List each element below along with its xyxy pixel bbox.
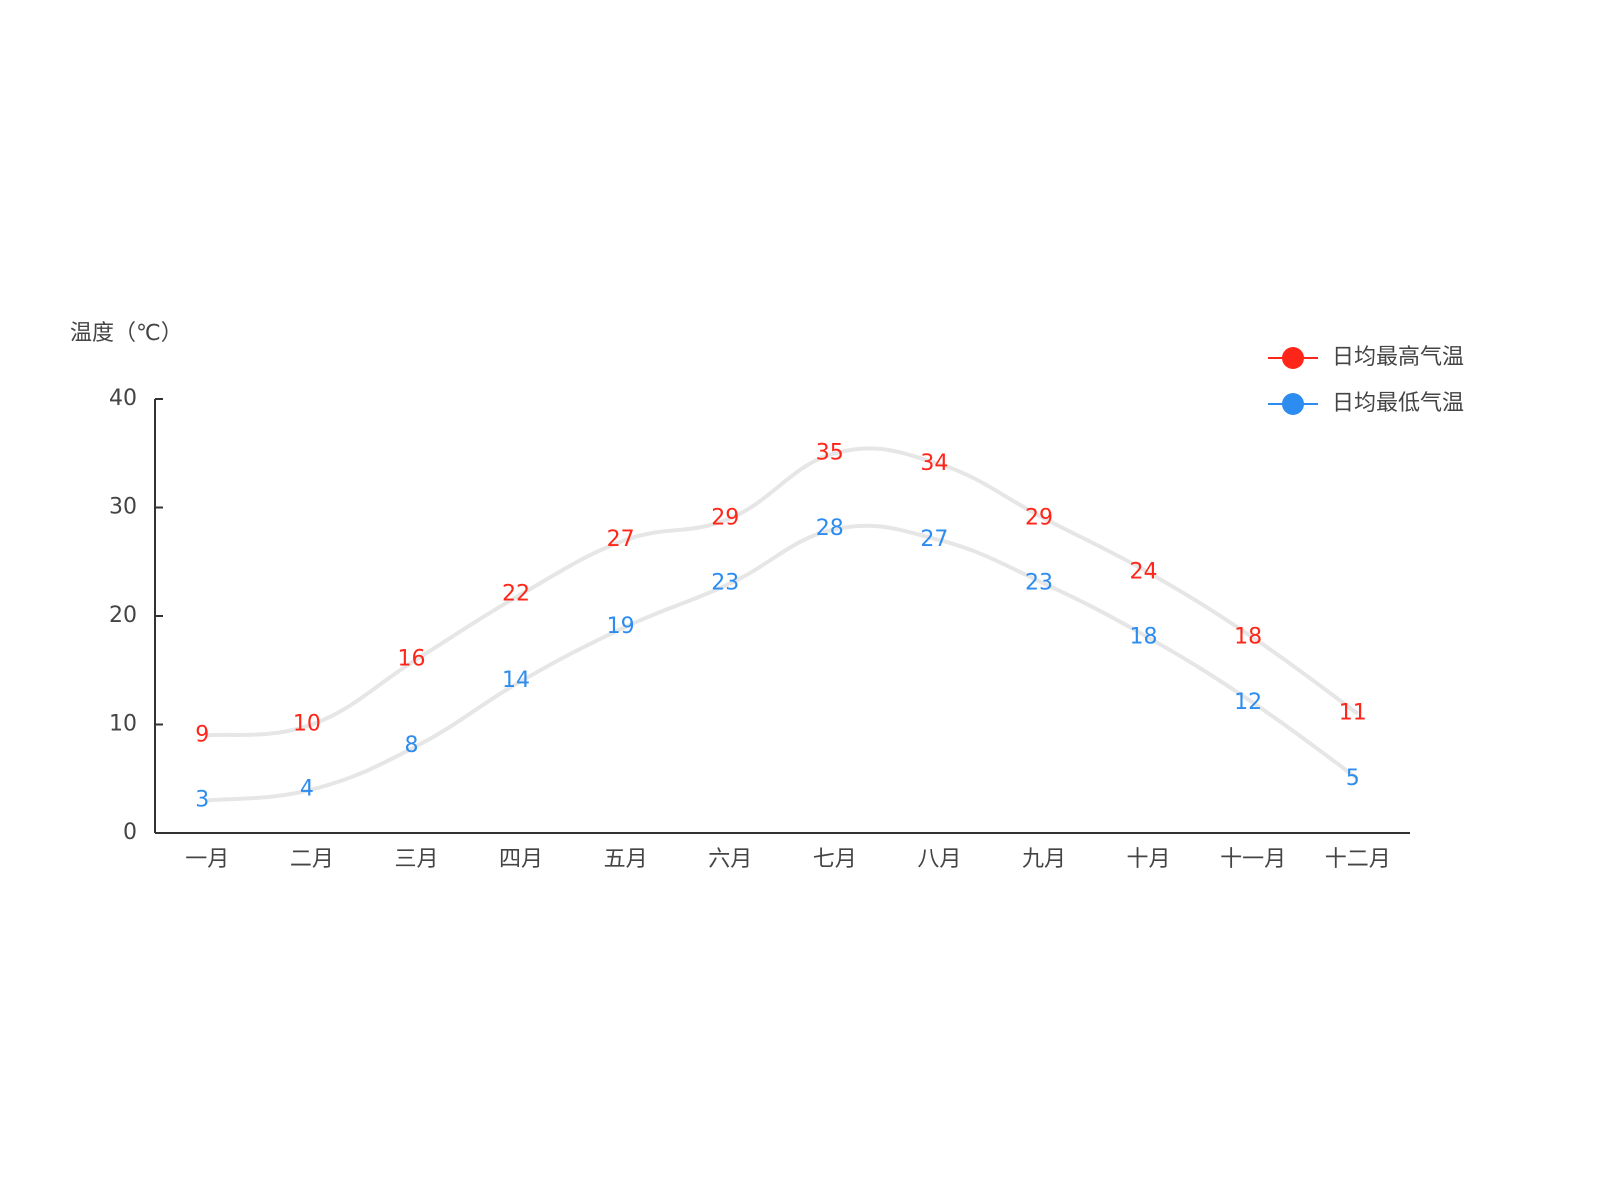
data-label: 8 (404, 733, 418, 758)
data-label: 23 (711, 570, 739, 595)
y-tick-label: 30 (109, 495, 137, 520)
data-label: 16 (397, 646, 425, 671)
x-tick-label: 二月 (290, 847, 334, 872)
data-label: 34 (920, 451, 948, 476)
legend-marker (1282, 347, 1304, 369)
x-tick-label: 十月 (1127, 847, 1171, 872)
data-label: 9 (195, 722, 209, 747)
data-label: 24 (1130, 560, 1158, 585)
data-label: 19 (607, 614, 635, 639)
data-label: 23 (1025, 570, 1053, 595)
data-label: 22 (502, 581, 530, 606)
data-label: 35 (816, 440, 844, 465)
legend-label: 日均最高气温 (1332, 345, 1464, 370)
x-tick-label: 九月 (1022, 847, 1066, 872)
x-tick-label: 十一月 (1220, 847, 1286, 872)
data-label: 12 (1234, 690, 1262, 715)
data-label: 5 (1346, 766, 1360, 791)
data-label: 4 (300, 777, 314, 802)
y-tick-label: 10 (109, 712, 137, 737)
data-label: 10 (293, 712, 321, 737)
data-label: 28 (816, 516, 844, 541)
data-label: 27 (920, 527, 948, 552)
y-tick-label: 40 (109, 386, 137, 411)
x-tick-label: 三月 (394, 847, 438, 872)
data-label: 11 (1339, 701, 1367, 726)
x-tick-label: 四月 (499, 847, 543, 872)
data-label: 29 (1025, 505, 1053, 530)
series-line (207, 446, 1359, 738)
x-tick-label: 八月 (917, 847, 961, 872)
x-tick-label: 五月 (604, 847, 648, 872)
data-label: 14 (502, 668, 530, 693)
legend-label: 日均最低气温 (1332, 391, 1464, 416)
series-line (207, 523, 1359, 803)
y-tick-label: 20 (109, 603, 137, 628)
y-tick-label: 0 (123, 820, 137, 845)
x-tick-label: 十二月 (1325, 847, 1391, 872)
x-tick-label: 六月 (708, 847, 752, 872)
legend-marker (1282, 393, 1304, 415)
data-label: 18 (1130, 625, 1158, 650)
data-label: 3 (195, 787, 209, 812)
data-label: 18 (1234, 625, 1262, 650)
x-tick-label: 一月 (185, 847, 229, 872)
data-label: 27 (607, 527, 635, 552)
x-tick-label: 七月 (813, 847, 857, 872)
y-axis-label: 温度（℃） (70, 321, 183, 346)
data-label: 29 (711, 505, 739, 530)
